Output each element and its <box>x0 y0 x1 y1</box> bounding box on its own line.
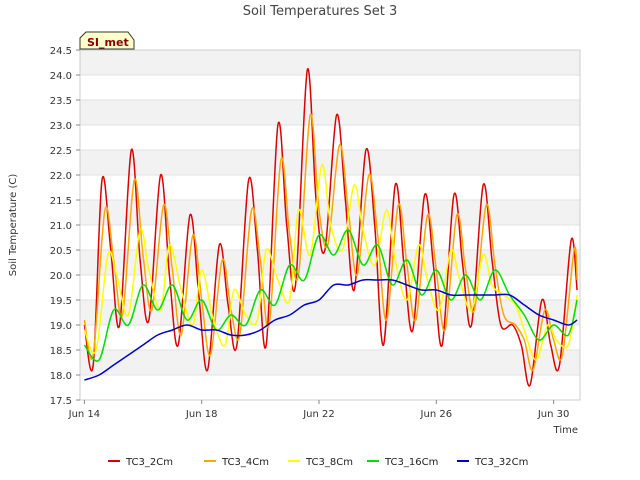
y-tick-label: 23.5 <box>50 96 72 107</box>
y-tick-label: 24.0 <box>50 71 72 82</box>
x-tick-label: Jun 26 <box>420 409 453 420</box>
chart-title: Soil Temperatures Set 3 <box>243 4 398 19</box>
y-tick-label: 20.0 <box>50 271 72 282</box>
legend-label: TC3_8Cm <box>305 457 353 468</box>
series-layer <box>83 68 578 387</box>
y-tick-label: 23.0 <box>50 121 72 132</box>
y-tick-label: 20.5 <box>50 246 72 257</box>
y-tick-label: 21.5 <box>50 196 72 207</box>
y-tick-label: 19.5 <box>50 296 72 307</box>
series-line-tc3_8cm <box>83 164 578 361</box>
y-axis-ticks: 17.5 18.0 18.5 19.0 19.5 20.0 20.5 21.0 21.5 22.0… <box>50 46 80 407</box>
grid-band <box>80 375 580 400</box>
legend-label: TC3_4Cm <box>221 457 269 468</box>
site-label-box: SI_met <box>79 31 135 50</box>
grid-band <box>80 325 580 350</box>
legend-label: TC3_2Cm <box>125 457 173 468</box>
y-tick-label: 24.5 <box>50 46 72 57</box>
grid-band <box>80 50 580 75</box>
x-tick-label: Jun 14 <box>68 409 101 420</box>
y-tick-label: 17.5 <box>50 396 72 407</box>
grid-band <box>80 350 580 375</box>
grid-band <box>80 125 580 150</box>
y-tick-label: 18.5 <box>50 346 72 357</box>
x-axis-title: Time <box>553 425 578 436</box>
y-tick-label: 19.0 <box>50 321 72 332</box>
legend-label: TC3_16Cm <box>384 457 438 468</box>
x-tick-label: Jun 22 <box>302 409 335 420</box>
grid-band <box>80 75 580 100</box>
series-line-tc3_32cm <box>84 278 578 381</box>
y-axis-title: Soil Temperature (C) <box>8 174 19 277</box>
y-tick-label: 18.0 <box>50 371 72 382</box>
grid-band <box>80 100 580 125</box>
grid-band <box>80 250 580 275</box>
y-tick-label: 22.0 <box>50 171 72 182</box>
x-axis-ticks: Jun 14 Jun 18 Jun 22 Jun 26 Jun 30 <box>68 400 570 420</box>
legend: TC3_2Cm TC3_4Cm TC3_8Cm TC3_16Cm TC3_32Cm <box>108 457 528 468</box>
x-tick-label: Jun 30 <box>537 409 570 420</box>
site-label: SI_met <box>87 36 129 49</box>
grid-bands <box>80 49 580 401</box>
site-label-frame <box>79 31 135 50</box>
series-line-tc3_4cm <box>83 113 578 372</box>
y-tick-label: 22.5 <box>50 146 72 157</box>
series-line-tc3_16cm <box>83 229 578 362</box>
y-tick-label: 21.0 <box>50 221 72 232</box>
legend-label: TC3_32Cm <box>474 457 528 468</box>
grid-band <box>80 300 580 325</box>
x-tick-label: Jun 18 <box>185 409 218 420</box>
grid-band <box>80 150 580 175</box>
